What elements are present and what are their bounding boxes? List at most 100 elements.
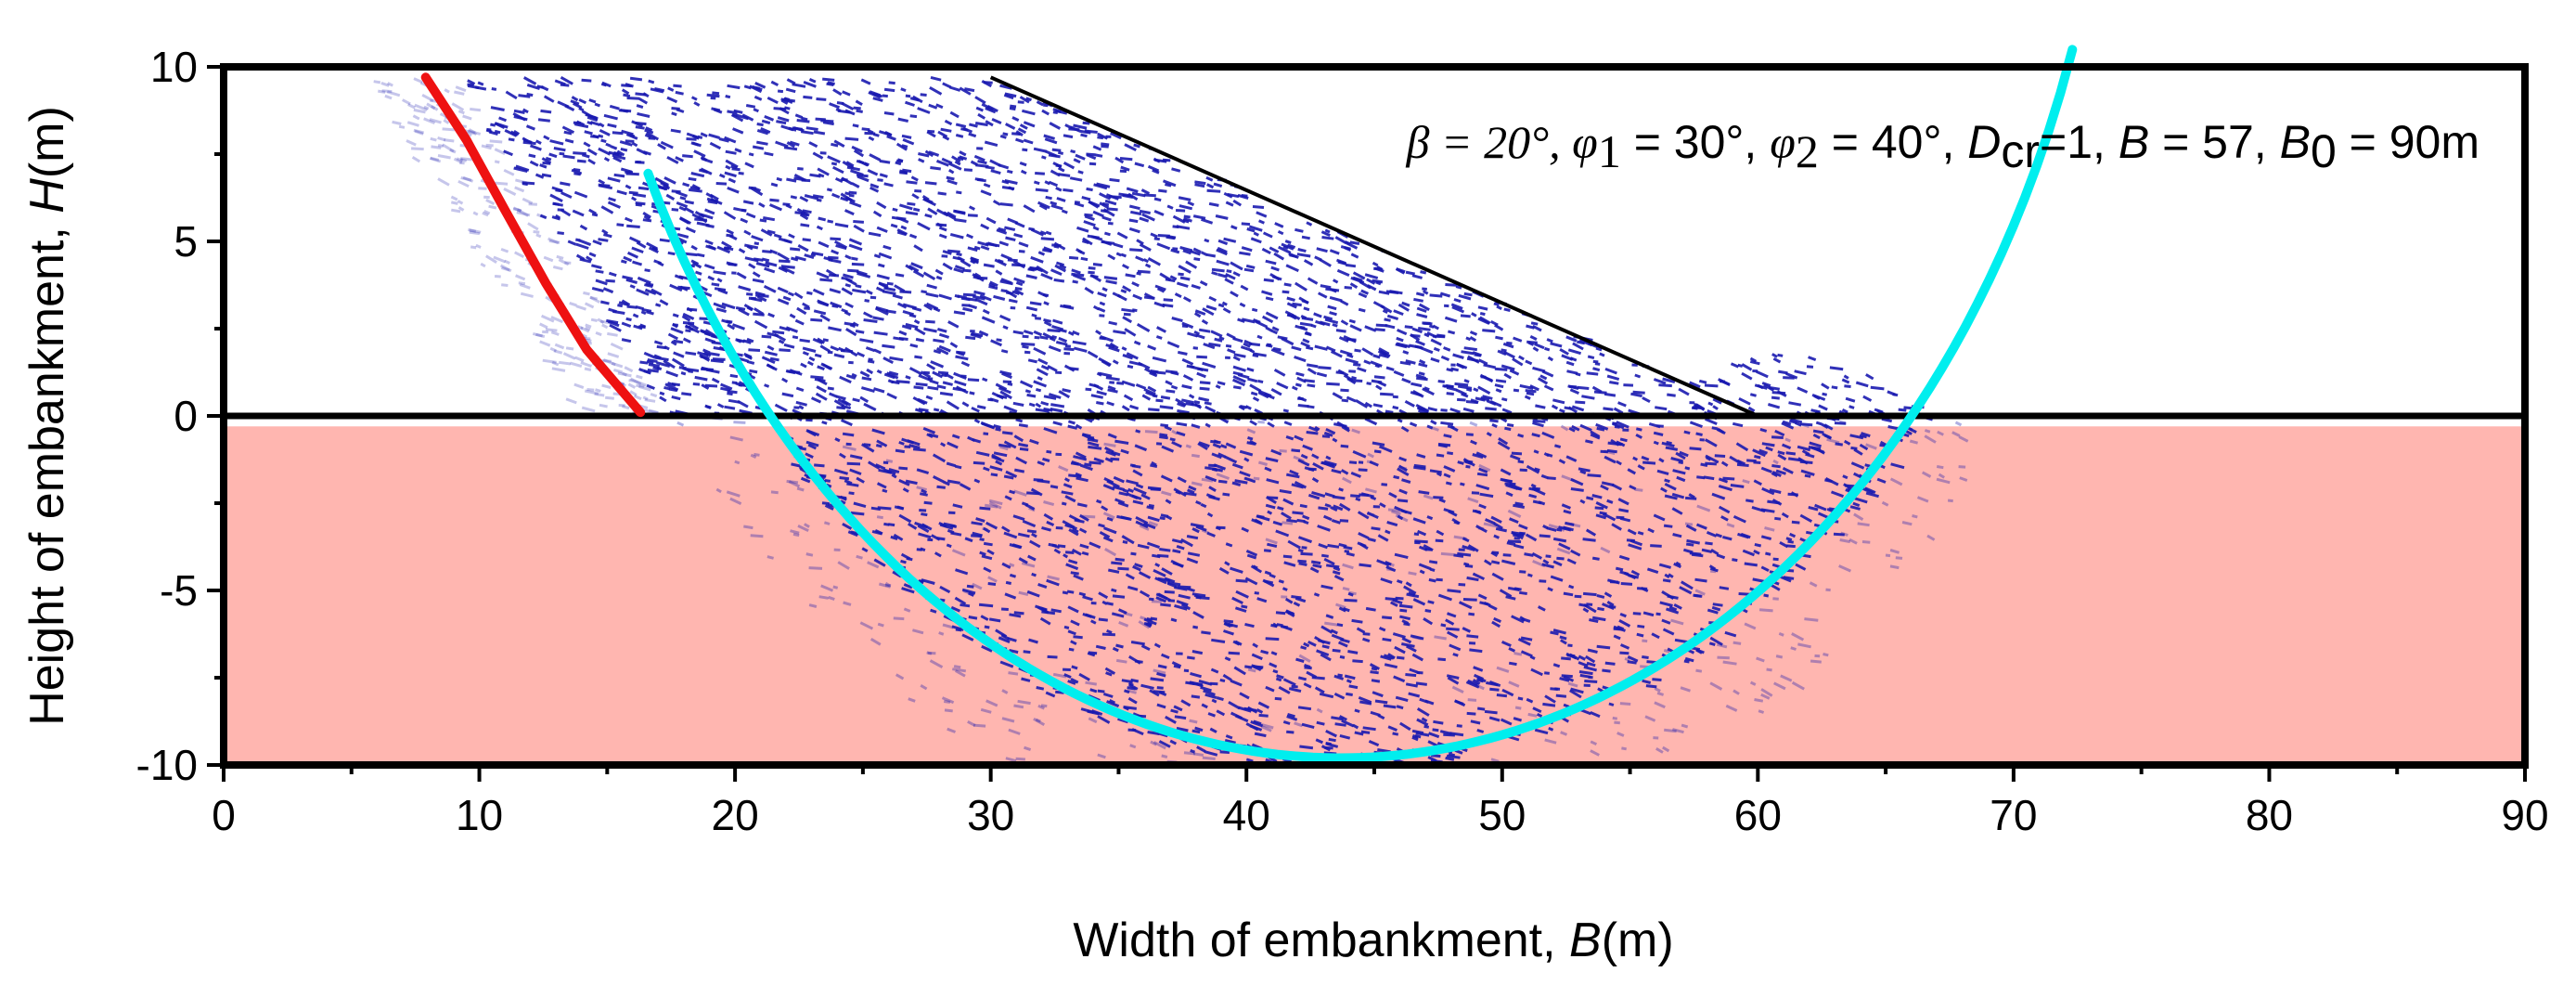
particle-vector bbox=[1043, 500, 1055, 507]
particle-vector bbox=[1577, 385, 1590, 390]
particle-vector bbox=[921, 488, 928, 495]
particle-vector bbox=[1088, 541, 1101, 550]
particle-vector bbox=[716, 278, 723, 283]
particle-vector bbox=[1579, 470, 1587, 475]
particle-vector bbox=[971, 521, 983, 526]
particle-vector bbox=[1411, 733, 1419, 739]
particle-vector bbox=[1695, 432, 1703, 436]
particle-vector bbox=[1411, 653, 1424, 662]
particle-vector bbox=[1139, 216, 1150, 223]
particle-vector bbox=[1444, 316, 1458, 323]
particle-vector bbox=[584, 130, 593, 136]
particle-vector bbox=[1744, 622, 1757, 630]
parameter-annotation: β = 20°, φ1 = 30°, φ2 = 40°, Dcr=1, B = … bbox=[1406, 116, 2480, 177]
particle-vector bbox=[1258, 713, 1269, 718]
particle-vector bbox=[833, 139, 845, 149]
particle-vector bbox=[1845, 396, 1856, 403]
particle-vector bbox=[1712, 458, 1719, 464]
particle-vector bbox=[1453, 553, 1464, 558]
particle-vector bbox=[513, 166, 528, 174]
particle-vector bbox=[540, 314, 555, 323]
particle-vector bbox=[1463, 379, 1470, 383]
particle-vector bbox=[1058, 465, 1069, 473]
particle-vector bbox=[1150, 740, 1157, 746]
particle-vector bbox=[734, 148, 742, 153]
particle-vector bbox=[548, 152, 558, 159]
particle-vector bbox=[743, 243, 759, 250]
particle-vector bbox=[1343, 335, 1357, 343]
particle-vector bbox=[1037, 582, 1048, 590]
particle-vector bbox=[1200, 502, 1207, 509]
particle-vector bbox=[1332, 437, 1338, 443]
particle-vector bbox=[1760, 466, 1772, 473]
particle-vector bbox=[1428, 324, 1435, 329]
particle-vector bbox=[957, 256, 965, 263]
particle-vector bbox=[731, 323, 746, 330]
particle-vector bbox=[1095, 330, 1101, 335]
particle-vector bbox=[753, 187, 762, 192]
particle-vector bbox=[1491, 551, 1500, 555]
particle-vector bbox=[1314, 344, 1328, 351]
particle-vector bbox=[1534, 343, 1545, 350]
particle-vector bbox=[948, 168, 955, 175]
particle-vector bbox=[1924, 434, 1937, 444]
particle-vector bbox=[1210, 330, 1223, 338]
particle-vector bbox=[1404, 399, 1415, 408]
particle-vector bbox=[1454, 382, 1469, 387]
particle-vector bbox=[535, 233, 542, 239]
particle-vector bbox=[509, 130, 519, 136]
particle-vector bbox=[1369, 663, 1380, 670]
particle-vector bbox=[727, 323, 736, 330]
particle-vector bbox=[869, 183, 880, 189]
particle-vector bbox=[900, 225, 908, 230]
particle-vector bbox=[1627, 660, 1637, 665]
particle-vector bbox=[1462, 627, 1472, 633]
particle-vector bbox=[1834, 421, 1847, 425]
particle-vector bbox=[1411, 735, 1419, 742]
particle-vector bbox=[838, 346, 846, 353]
particle-vector bbox=[1500, 468, 1512, 476]
particle-vector bbox=[1151, 460, 1157, 467]
particle-vector bbox=[1131, 191, 1146, 198]
particle-vector bbox=[672, 322, 678, 329]
particle-vector bbox=[1339, 655, 1346, 659]
particle-vector bbox=[1619, 651, 1629, 655]
particle-vector bbox=[1889, 549, 1900, 554]
particle-vector bbox=[1005, 757, 1017, 763]
particle-vector bbox=[1530, 483, 1537, 488]
particle-vector bbox=[1477, 305, 1488, 311]
particle-vector bbox=[1606, 374, 1620, 382]
particle-vector bbox=[1849, 505, 1861, 511]
particle-vector bbox=[1655, 747, 1664, 754]
particle-vector bbox=[1761, 486, 1775, 496]
particle-vector bbox=[575, 242, 589, 250]
particle-vector bbox=[1538, 605, 1546, 612]
particle-vector bbox=[1617, 401, 1627, 408]
particle-vector bbox=[982, 377, 988, 382]
particle-vector bbox=[592, 240, 602, 246]
particle-vector bbox=[855, 284, 862, 289]
particle-vector bbox=[1246, 367, 1255, 372]
particle-vector bbox=[1708, 564, 1717, 571]
particle-vector bbox=[1035, 718, 1041, 723]
particle-vector bbox=[1253, 352, 1267, 357]
particle-vector bbox=[595, 279, 608, 286]
particle-vector bbox=[1695, 523, 1707, 530]
particle-vector bbox=[1881, 500, 1889, 507]
particle-vector bbox=[1307, 640, 1317, 647]
particle-vector bbox=[1254, 591, 1260, 595]
particle-vector bbox=[1428, 732, 1440, 739]
particle-vector bbox=[641, 307, 652, 313]
particle-vector bbox=[961, 633, 974, 642]
particle-vector bbox=[1122, 264, 1129, 270]
particle-vector bbox=[1144, 430, 1158, 434]
particle-vector bbox=[1379, 502, 1386, 509]
particle-vector bbox=[1599, 352, 1605, 357]
particle-vector bbox=[1256, 597, 1268, 603]
particle-vector bbox=[1122, 193, 1134, 199]
particle-vector bbox=[1178, 196, 1191, 201]
particle-vector bbox=[817, 378, 828, 386]
particle-vector bbox=[875, 463, 886, 471]
particle-vector bbox=[790, 195, 798, 200]
particle-vector bbox=[527, 222, 539, 231]
